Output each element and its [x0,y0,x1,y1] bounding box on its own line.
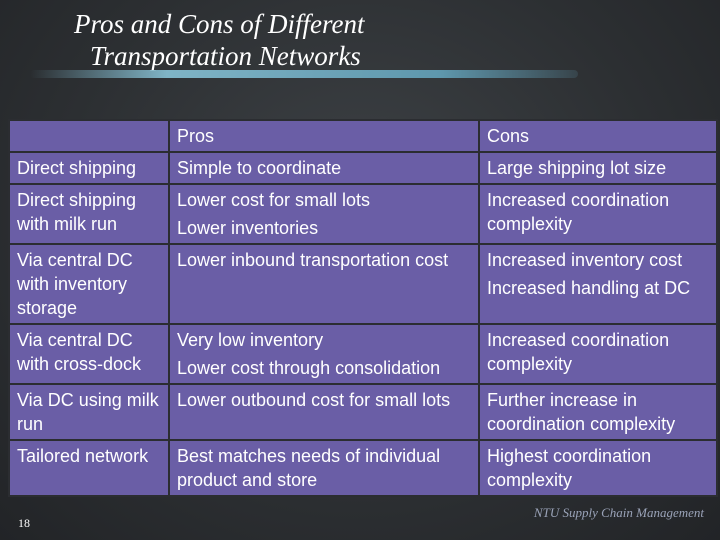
slide-title-line-1: Pros and Cons of Different [74,9,365,39]
cons-line: Increased coordination complexity [487,330,670,374]
header-cell-pros: Pros [168,119,480,153]
table-row: Via central DC with cross-dock Very low … [8,323,718,385]
comparison-table: Pros Cons Direct shipping Simple to coor… [8,119,718,497]
cons-cell: Increased coordination complexity [478,183,718,245]
table-row: Direct shipping Simple to coordinate Lar… [8,151,718,185]
cons-cell: Large shipping lot size [478,151,718,185]
title-underline-bar [30,70,578,78]
cons-line: Highest coordination complexity [487,446,652,490]
cons-line: Large shipping lot size [487,158,667,178]
pros-line: Very low inventory [177,330,324,350]
page-number: 18 [18,516,30,530]
pros-line: Best matches needs of individual product… [177,446,441,490]
slide-title-line-2: Transportation Networks [90,41,361,71]
table-row: Via DC using milk run Lower outbound cos… [8,383,718,441]
slide-title: Pros and Cons of Different Transportatio… [74,8,674,72]
network-cell: Via central DC with cross-dock [8,323,170,385]
pros-cell: Best matches needs of individual product… [168,439,480,497]
footer-text: NTU Supply Chain Management [533,505,704,520]
cons-cell: Increased inventory cost Increased handl… [478,243,718,325]
pros-cell: Lower inbound transportation cost [168,243,480,325]
pros-cell: Lower outbound cost for small lots [168,383,480,441]
cons-cell: Highest coordination complexity [478,439,718,497]
cons-line: Further increase in coordination complex… [487,390,676,434]
network-cell: Direct shipping [8,151,170,185]
cons-line: Increased coordination complexity [487,190,670,234]
pros-cell: Simple to coordinate [168,151,480,185]
pros-line: Lower inbound transportation cost [177,250,449,270]
cons-line: Increased inventory cost [487,250,683,270]
network-cell: Via DC using milk run [8,383,170,441]
pros-line: Simple to coordinate [177,158,342,178]
cons-cell: Increased coordination complexity [478,323,718,385]
network-cell: Via central DC with inventory storage [8,243,170,325]
header-cell-cons: Cons [478,119,718,153]
cons-line: Increased handling at DC [487,278,691,298]
pros-line: Lower inventories [177,218,319,238]
pros-line: Lower outbound cost for small lots [177,390,451,410]
table-row: Via central DC with inventory storage Lo… [8,243,718,325]
network-cell: Direct shipping with milk run [8,183,170,245]
table-header-row: Pros Cons [8,119,718,153]
pros-cell: Lower cost for small lots Lower inventor… [168,183,480,245]
network-cell: Tailored network [8,439,170,497]
header-cell-empty [8,119,170,153]
pros-cell: Very low inventory Lower cost through co… [168,323,480,385]
cons-cell: Further increase in coordination complex… [478,383,718,441]
pros-line: Lower cost for small lots [177,190,371,210]
table-row: Tailored network Best matches needs of i… [8,439,718,497]
table-row: Direct shipping with milk run Lower cost… [8,183,718,245]
pros-line: Lower cost through consolidation [177,358,441,378]
